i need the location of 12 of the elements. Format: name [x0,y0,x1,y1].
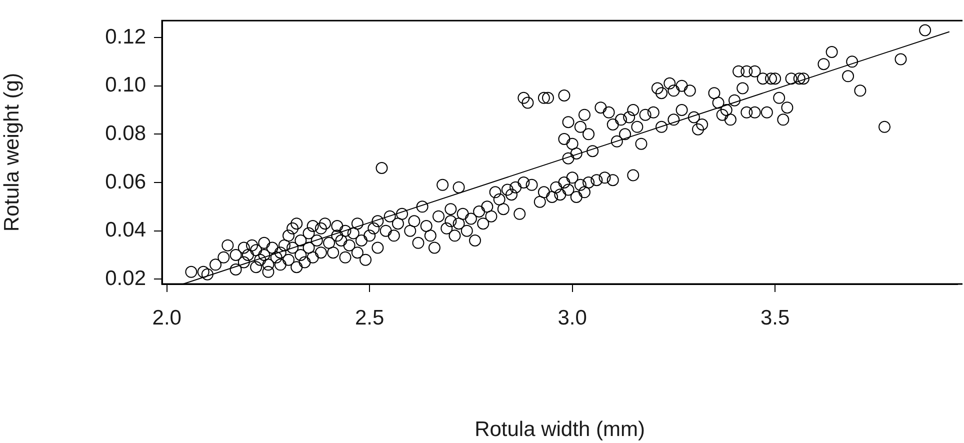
x-tick-label: 3.0 [558,306,587,330]
x-tick-label: 2.0 [152,306,182,330]
x-tick-label: 2.5 [354,306,384,330]
y-tick-label: 0.12 [105,25,146,48]
y-tick-label: 0.06 [105,170,146,194]
y-axis-title: Rotula weight (g) [0,72,24,232]
y-tick-label: 0.02 [105,266,146,290]
x-tick-label: 3.5 [760,306,790,330]
y-tick-label: 0.10 [105,74,146,97]
x-axis-title: Rotula width (mm) [474,418,645,442]
y-tick-label: 0.08 [105,122,146,145]
y-tick-label: 0.04 [105,218,146,242]
